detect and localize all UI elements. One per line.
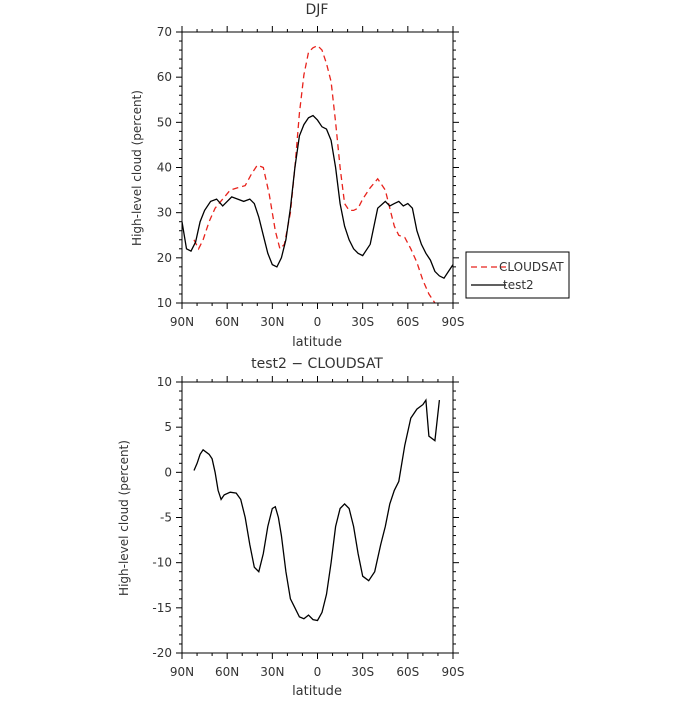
x-tick-label: 30S (351, 665, 374, 679)
chart-title: DJF (306, 2, 329, 18)
plot-frame (181, 31, 454, 304)
legend-box (465, 251, 570, 299)
x-tick-label: 60N (215, 315, 239, 329)
x-axis-label: latitude (292, 684, 342, 699)
x-tick-label: 30N (260, 315, 284, 329)
x-tick-label: 30N (260, 665, 284, 679)
legend-label-test2: test2 (503, 278, 534, 292)
y-tick-label: 50 (157, 115, 172, 129)
chart-title: test2 − CLOUDSAT (251, 356, 383, 372)
panel-top: DJF latitude High-level cloud (percent) … (130, 2, 464, 350)
y-tick-label: 20 (157, 251, 172, 265)
x-tick-label: 60S (396, 315, 419, 329)
y-tick-label: -5 (160, 511, 172, 525)
y-tick-label: 30 (157, 206, 172, 220)
x-tick-label: 60S (396, 665, 419, 679)
y-tick-label: 5 (164, 420, 172, 434)
x-tick-label: 90S (442, 315, 465, 329)
x-axis-label: latitude (292, 335, 342, 350)
series-line-difference (193, 398, 441, 622)
x-tick-label: 30S (351, 315, 374, 329)
y-tick-label: -10 (152, 556, 172, 570)
y-tick-label: 70 (157, 25, 172, 39)
y-tick-label: 40 (157, 161, 172, 175)
plot-frame (181, 381, 454, 654)
series-line-cloudsat (193, 44, 436, 303)
y-tick-label: 10 (157, 296, 172, 310)
y-axis-label: High-level cloud (percent) (130, 90, 144, 246)
series-line-test2 (182, 114, 453, 280)
y-axis-label: High-level cloud (percent) (117, 440, 131, 596)
legend-label-cloudsat: CLOUDSAT (499, 260, 564, 274)
y-tick-label: -20 (152, 646, 172, 660)
x-tick-label: 90S (442, 665, 465, 679)
y-tick-label: 10 (157, 375, 172, 389)
legend: CLOUDSAT test2 (465, 251, 570, 299)
y-tick-label: 60 (157, 70, 172, 84)
panel-bottom: test2 − CLOUDSAT latitude High-level clo… (117, 356, 464, 699)
x-tick-label: 90N (170, 665, 194, 679)
y-tick-label: 0 (164, 465, 172, 479)
x-tick-label: 0 (314, 315, 322, 329)
x-tick-label: 0 (314, 665, 322, 679)
x-tick-label: 60N (215, 665, 239, 679)
x-tick-label: 90N (170, 315, 194, 329)
y-tick-label: -15 (152, 601, 172, 615)
